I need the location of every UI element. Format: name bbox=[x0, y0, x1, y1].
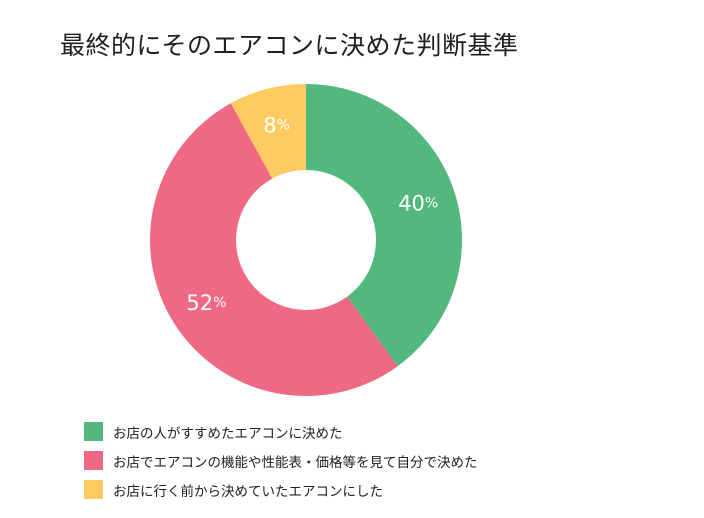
legend-label-recommended: お店の人がすすめたエアコンに決めた bbox=[113, 425, 343, 442]
legend-item-pre-decided: お店に行く前から決めていたエアコンにした bbox=[84, 479, 478, 500]
legend-swatch-pre-decided bbox=[84, 480, 103, 499]
slice-recommended bbox=[306, 84, 462, 367]
slice-self-decided bbox=[149, 103, 398, 397]
legend: お店の人がすすめたエアコンに決めた お店でエアコンの機能や性能表・価格等を見て自… bbox=[84, 421, 478, 508]
chart-title: 最終的にそのエアコンに決めた判断基準 bbox=[60, 31, 519, 60]
donut-slices bbox=[149, 84, 462, 397]
slice-label-pre-decided: 8% bbox=[263, 114, 290, 138]
legend-item-self-decided: お店でエアコンの機能や性能表・価格等を見て自分で決めた bbox=[84, 450, 478, 471]
donut-chart: 40% 52% 8% bbox=[149, 84, 462, 397]
slice-label-recommended: 40% bbox=[398, 192, 438, 216]
legend-label-self-decided: お店でエアコンの機能や性能表・価格等を見て自分で決めた bbox=[113, 454, 478, 471]
legend-item-recommended: お店の人がすすめたエアコンに決めた bbox=[84, 421, 478, 442]
legend-swatch-self-decided bbox=[84, 451, 103, 470]
legend-label-pre-decided: お店に行く前から決めていたエアコンにした bbox=[113, 483, 383, 500]
slice-label-self-decided: 52% bbox=[186, 291, 226, 315]
slice-pre-decided bbox=[230, 84, 306, 179]
legend-swatch-recommended bbox=[84, 422, 103, 441]
donut-slice-labels: 40% 52% 8% bbox=[186, 114, 438, 316]
